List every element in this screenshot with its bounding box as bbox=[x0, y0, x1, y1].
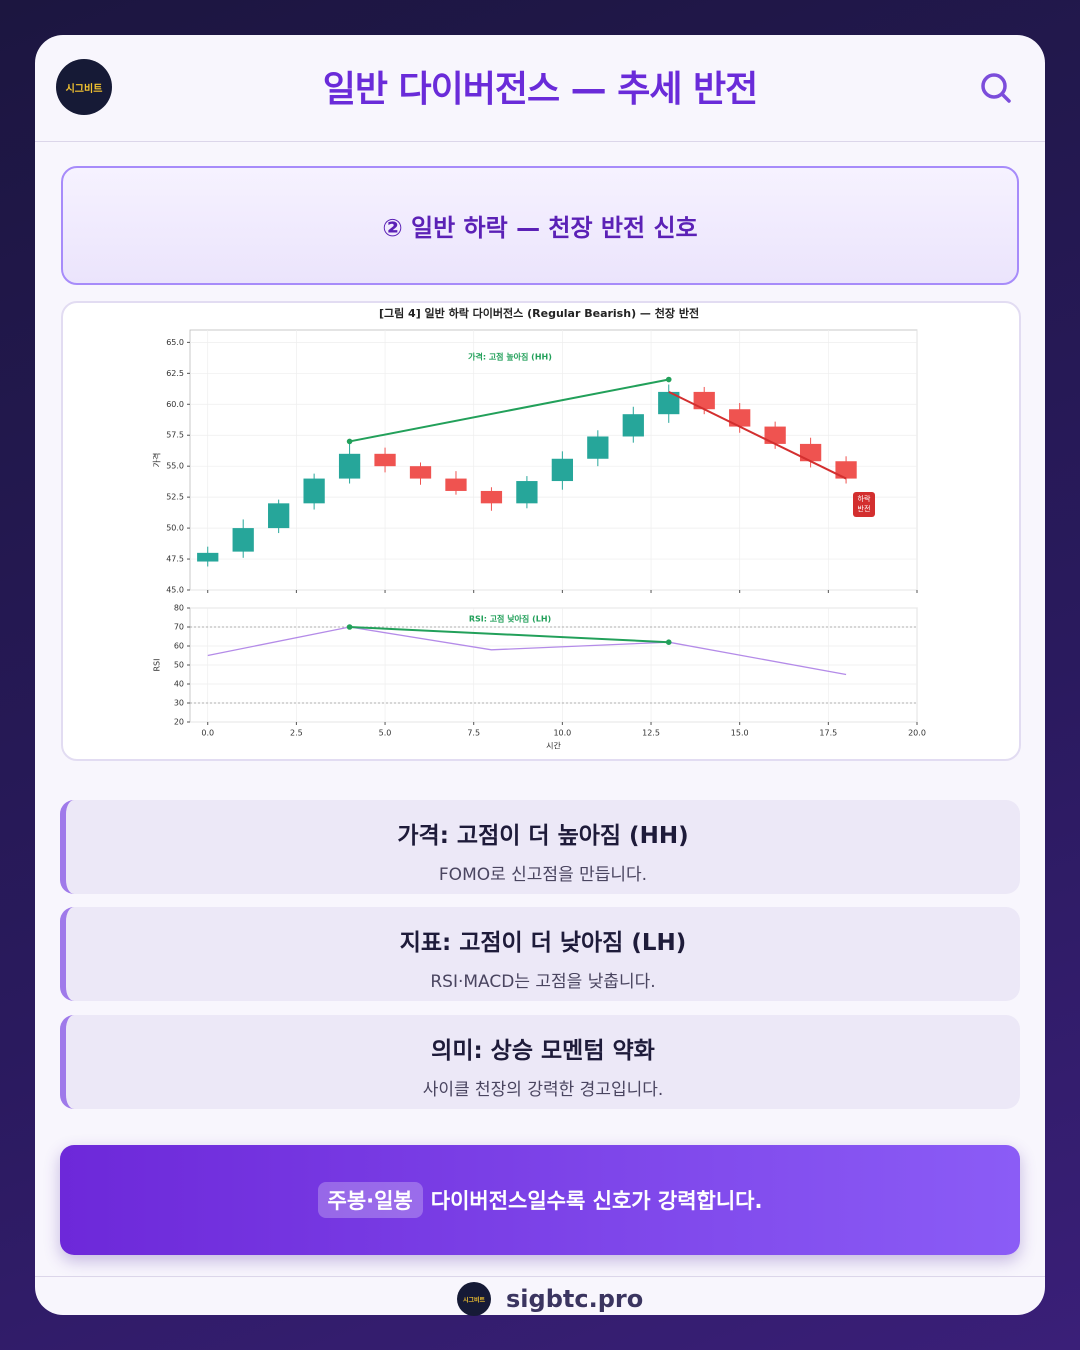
badge-text: 하락 bbox=[858, 494, 871, 503]
divider bbox=[35, 141, 1045, 142]
candle-body bbox=[303, 478, 325, 504]
y-tick-label: 65.0 bbox=[166, 338, 184, 347]
rsi-line bbox=[207, 626, 847, 676]
x-tick-label: 15.0 bbox=[731, 729, 749, 738]
candle-body bbox=[622, 414, 644, 437]
y-tick-label: 45.0 bbox=[166, 586, 184, 595]
candle-body bbox=[693, 391, 715, 410]
card-title: 의미: 상승 모멘텀 약화 bbox=[431, 1038, 655, 1064]
candle-body bbox=[409, 466, 432, 479]
search-icon[interactable] bbox=[978, 70, 1014, 106]
candle-body bbox=[445, 478, 467, 491]
candle-body bbox=[480, 490, 503, 504]
x-tick-label: 12.5 bbox=[642, 729, 660, 738]
candle-body bbox=[338, 453, 361, 479]
candle-body bbox=[551, 458, 574, 482]
page-title: 일반 다이버전스 — 추세 반전 bbox=[322, 69, 758, 110]
y-axis-label: 가격 bbox=[152, 453, 162, 468]
trend-line bbox=[349, 626, 669, 644]
trend-point bbox=[665, 376, 672, 383]
candle-body bbox=[764, 426, 786, 444]
y-tick-label: 70 bbox=[174, 623, 184, 632]
y-tick-label: 50.0 bbox=[166, 524, 184, 533]
candle-body bbox=[197, 552, 219, 562]
card-text: FOMO로 신고점을 만듭니다. bbox=[438, 865, 648, 885]
candle-body bbox=[374, 453, 396, 467]
info-card: 가격: 고점이 더 높아짐 (HH) FOMO로 신고점을 만듭니다. bbox=[60, 800, 1020, 894]
candle-body bbox=[729, 409, 751, 427]
x-tick-label: 2.5 bbox=[290, 729, 303, 738]
footer-logo: 시그비트 bbox=[457, 1282, 491, 1316]
banner: 주봉·일봉 다이버전스일수록 신호가 강력합니다. bbox=[60, 1145, 1020, 1255]
candle-body bbox=[835, 461, 857, 479]
logo[interactable]: 시그비트 bbox=[56, 59, 112, 115]
y-tick-label: 80 bbox=[174, 604, 184, 613]
badge bbox=[853, 492, 875, 517]
annotation: 가격: 고점 높아짐 (HH) bbox=[468, 352, 552, 362]
candle-body bbox=[268, 503, 290, 529]
divider bbox=[35, 1276, 1045, 1277]
chart-title: [그림 4] 일반 하락 다이버전스 (Regular Bearish) — 천… bbox=[379, 306, 699, 320]
section-title: ② 일반 하락 — 천장 반전 신호 bbox=[61, 166, 1019, 285]
x-tick-label: 7.5 bbox=[467, 729, 480, 738]
trend-point bbox=[346, 438, 353, 445]
candle-body bbox=[587, 436, 609, 459]
chart: [그림 4] 일반 하락 다이버전스 (Regular Bearish) — 천… bbox=[152, 306, 926, 751]
y-tick-label: 47.5 bbox=[166, 555, 184, 564]
y-tick-label: 52.5 bbox=[166, 493, 184, 502]
candle-body bbox=[658, 391, 680, 415]
x-tick-label: 0.0 bbox=[201, 729, 214, 738]
x-axis-label: 시간 bbox=[546, 741, 561, 751]
card-title: 가격: 고점이 더 높아짐 (HH) bbox=[397, 823, 689, 849]
x-tick-label: 20.0 bbox=[908, 729, 926, 738]
y-tick-label: 50 bbox=[174, 661, 184, 670]
badge-text: 반전 bbox=[858, 504, 871, 513]
trend-point bbox=[346, 624, 353, 630]
card-text: 사이클 천장의 강력한 경고입니다. bbox=[422, 1080, 664, 1100]
info-card: 지표: 고점이 더 낮아짐 (LH) RSI·MACD는 고점을 낮춥니다. bbox=[60, 907, 1020, 1001]
y-tick-label: 60.0 bbox=[166, 400, 184, 409]
card-title: 지표: 고점이 더 낮아짐 (LH) bbox=[399, 930, 687, 956]
site-link[interactable]: sigbtc.pro bbox=[506, 1285, 644, 1313]
y-tick-label: 60 bbox=[174, 642, 184, 651]
trend-line bbox=[349, 378, 669, 443]
banner-highlight: 주봉·일봉 bbox=[317, 1182, 423, 1218]
y-tick-label: 40 bbox=[174, 680, 184, 689]
banner-text: 다이버전스일수록 신호가 강력합니다. bbox=[430, 1189, 763, 1213]
y-tick-label: 55.0 bbox=[166, 462, 184, 471]
candle-body bbox=[516, 481, 538, 504]
y-tick-label: 62.5 bbox=[166, 369, 184, 378]
annotation: RSI: 고점 낮아짐 (LH) bbox=[469, 614, 551, 624]
x-tick-label: 10.0 bbox=[553, 729, 571, 738]
candle-body bbox=[799, 443, 822, 462]
candle-body bbox=[232, 528, 254, 552]
y-axis-label: RSI bbox=[153, 659, 162, 672]
trend-line bbox=[668, 391, 847, 480]
x-tick-label: 5.0 bbox=[379, 729, 392, 738]
y-tick-label: 30 bbox=[174, 699, 184, 708]
y-tick-label: 57.5 bbox=[166, 431, 184, 440]
y-tick-label: 20 bbox=[174, 718, 184, 727]
card-text: RSI·MACD는 고점을 낮춥니다. bbox=[430, 972, 656, 992]
x-tick-label: 17.5 bbox=[819, 729, 837, 738]
trend-point bbox=[665, 639, 672, 645]
